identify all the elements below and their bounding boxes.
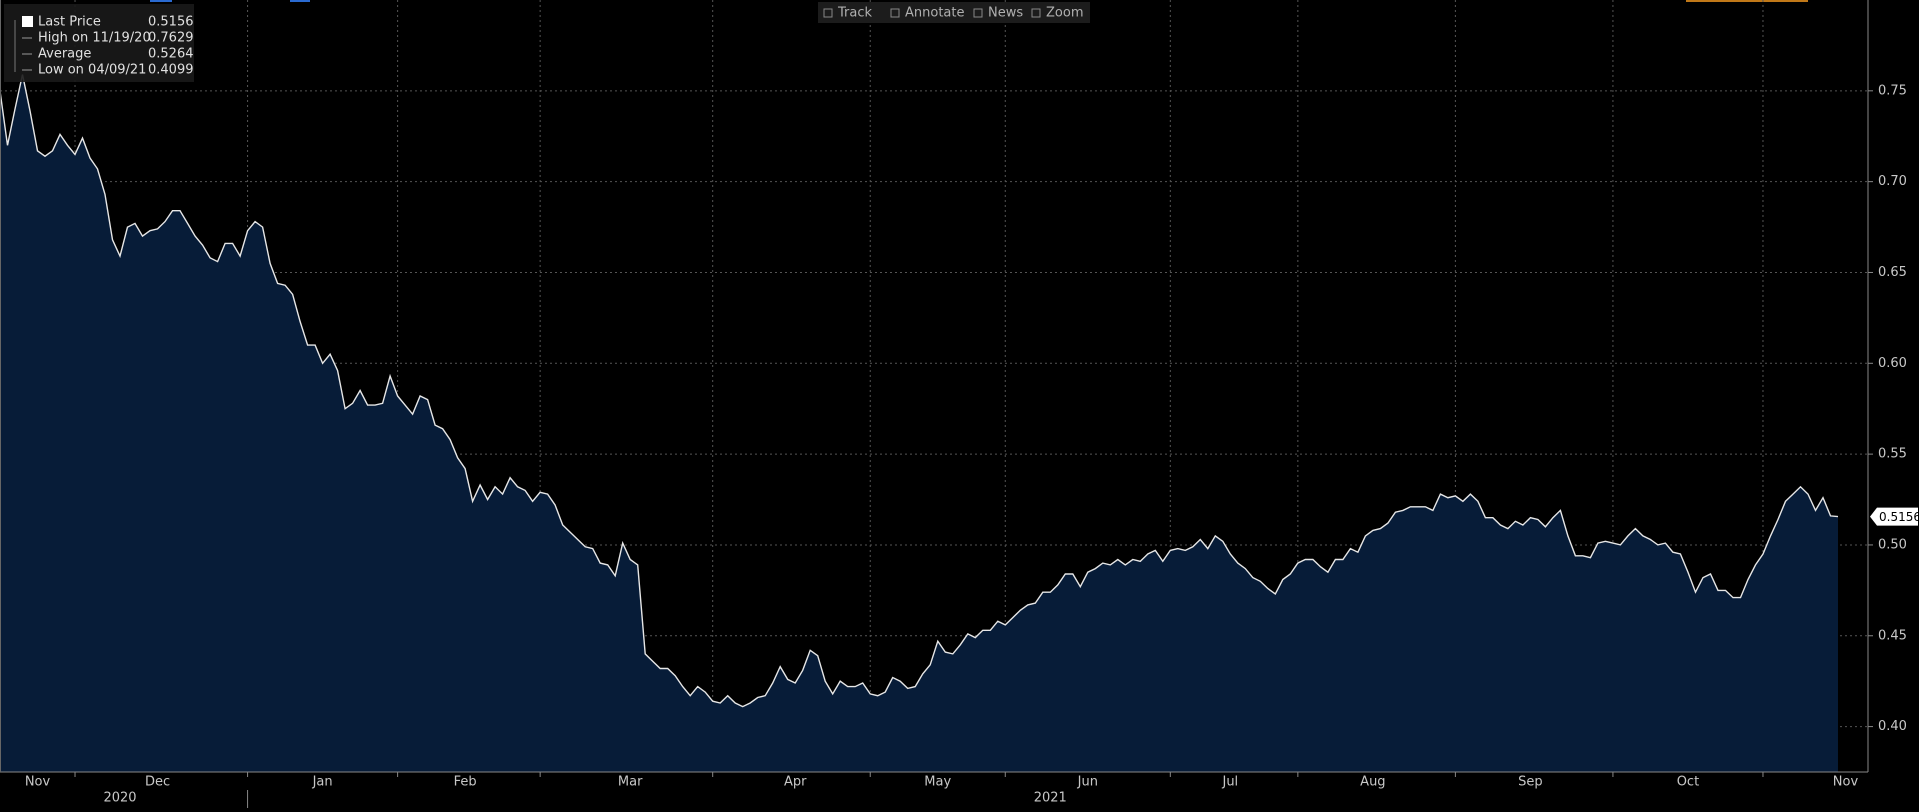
x-tick-label: Jul xyxy=(1221,775,1238,790)
toolbar-icon xyxy=(890,8,900,18)
y-tick-label: 0.40 xyxy=(1878,719,1907,734)
line xyxy=(0,74,1839,708)
legend-value: 0.4099 xyxy=(148,63,194,78)
x-tick-label: Sep xyxy=(1518,775,1543,790)
toolbar-button[interactable]: News xyxy=(988,6,1023,21)
area xyxy=(0,74,1838,772)
y-tick-label: 0.70 xyxy=(1878,174,1907,189)
x-tick-label: Dec xyxy=(145,775,170,790)
y-tick-label: 0.60 xyxy=(1878,356,1907,371)
toolbar-icon xyxy=(1031,8,1041,18)
y-tick-label: 0.75 xyxy=(1878,83,1907,98)
toolbar-icon xyxy=(973,8,983,18)
legend-name: Average xyxy=(38,47,91,62)
toolbar-button[interactable]: Annotate xyxy=(905,6,964,21)
legend-name: Low on 04/09/21 xyxy=(38,63,146,78)
y-tick-label: 0.65 xyxy=(1878,265,1907,280)
x-tick-label: Feb xyxy=(454,775,477,790)
legend-value: 0.5264 xyxy=(148,47,194,62)
year-label: 2020 xyxy=(103,791,136,806)
year-label: 2021 xyxy=(1034,791,1067,806)
legend-swatch xyxy=(22,16,33,27)
y-tick-label: 0.50 xyxy=(1878,537,1907,552)
y-tick-label: 0.45 xyxy=(1878,628,1907,643)
toolbar-button[interactable]: Track xyxy=(837,6,872,21)
toolbar: Track Annotate News Zoom xyxy=(818,2,1090,23)
last-price-label: 0.5156 xyxy=(1879,510,1919,524)
last-price-tag xyxy=(1870,507,1918,526)
legend-name: High on 11/19/20 xyxy=(38,31,151,46)
x-tick-label: Nov xyxy=(25,775,51,790)
toolbar-bg xyxy=(818,2,1090,23)
x-tick-label: Aug xyxy=(1360,775,1385,790)
x-tick-label: Jun xyxy=(1077,775,1098,790)
accent-bar xyxy=(1686,0,1808,2)
legend-box xyxy=(4,4,194,82)
legend-name: Last Price xyxy=(38,15,101,30)
x-tick-label: Apr xyxy=(784,775,807,790)
accent-bar xyxy=(150,0,172,2)
toolbar-icon xyxy=(823,8,833,18)
x-tick-label: Nov xyxy=(1833,775,1859,790)
x-tick-label: Oct xyxy=(1677,775,1699,790)
x-tick-label: May xyxy=(924,775,951,790)
x-tick-label: Jan xyxy=(312,775,333,790)
x-tick-label: Mar xyxy=(618,775,643,790)
legend-value: 0.7629 xyxy=(148,31,194,46)
toolbar-button[interactable]: Zoom xyxy=(1046,6,1083,21)
y-tick-label: 0.55 xyxy=(1878,447,1907,462)
legend-value: 0.5156 xyxy=(148,15,194,30)
accent-bar xyxy=(290,0,310,2)
